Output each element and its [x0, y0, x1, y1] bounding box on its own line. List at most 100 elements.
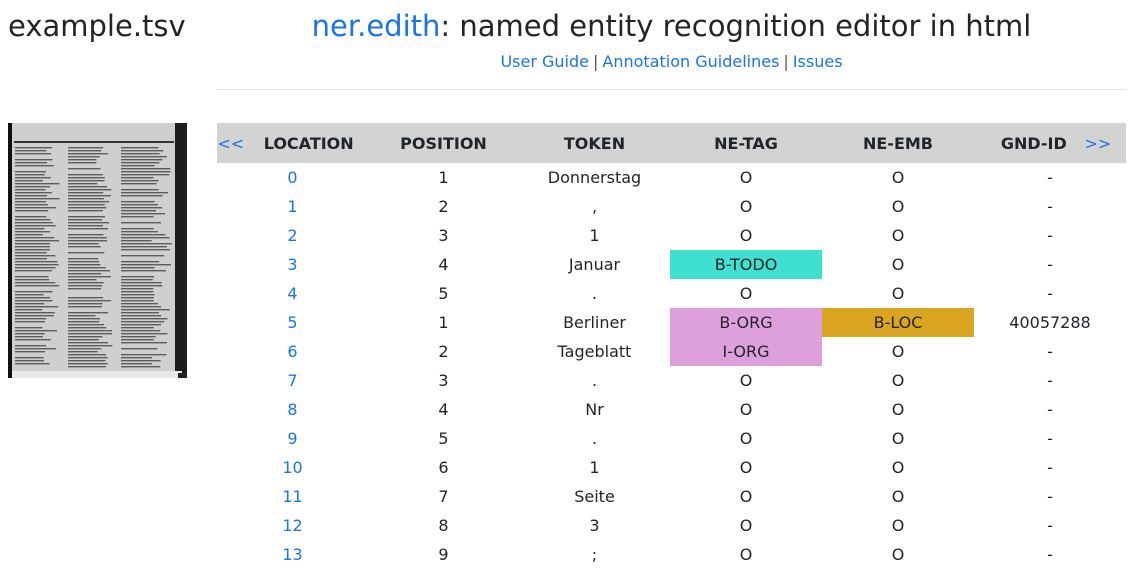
location-cell[interactable]: 6	[287, 342, 298, 361]
table-row: 3 4 Januar B-TODO O -	[217, 250, 1126, 279]
ne-tag-cell[interactable]: I-ORG	[670, 337, 822, 366]
position-cell: 2	[438, 342, 449, 361]
position-cell: 1	[438, 168, 449, 187]
issues-link[interactable]: Issues	[792, 52, 843, 71]
token-table-container: << LOCATION POSITION TOKEN NE-TAG NE-EMB…	[217, 123, 1126, 569]
ne-tag-cell[interactable]: O	[739, 429, 753, 448]
location-cell[interactable]: 1	[287, 197, 298, 216]
ne-emb-cell[interactable]: O	[891, 226, 905, 245]
column-header-gnd-id: GND-ID >>	[974, 123, 1126, 163]
column-header-ne-tag: NE-TAG	[714, 133, 778, 153]
location-cell[interactable]: 11	[282, 487, 303, 506]
gnd-id-cell[interactable]: -	[1047, 516, 1053, 535]
ne-tag-cell[interactable]: O	[739, 197, 753, 216]
table-row: 8 4 Nr O O -	[217, 395, 1126, 424]
location-cell[interactable]: 8	[287, 400, 298, 419]
token-cell[interactable]: Nr	[585, 400, 604, 419]
token-cell[interactable]: 1	[589, 226, 600, 245]
ne-emb-cell[interactable]: O	[891, 168, 905, 187]
position-cell: 9	[438, 545, 449, 564]
ne-tag-cell[interactable]: O	[739, 458, 753, 477]
previous-page-button[interactable]: <<	[217, 133, 245, 153]
next-page-button[interactable]: >>	[1084, 133, 1112, 153]
token-cell[interactable]: .	[591, 284, 598, 303]
position-cell: 4	[438, 400, 449, 419]
ne-tag-cell[interactable]: B-TODO	[670, 250, 822, 279]
link-separator: |	[593, 52, 599, 71]
gnd-id-cell[interactable]: -	[1047, 400, 1053, 419]
ne-emb-cell[interactable]: O	[891, 400, 905, 419]
nav-links: User Guide | Annotation Guidelines | Issues	[217, 50, 1126, 74]
ne-emb-cell[interactable]: O	[891, 342, 905, 361]
gnd-id-cell[interactable]: -	[1047, 284, 1053, 303]
ne-emb-cell[interactable]: O	[891, 429, 905, 448]
location-cell[interactable]: 3	[287, 255, 298, 274]
gnd-id-cell[interactable]: -	[1047, 458, 1053, 477]
app-title: ner.edith: named entity recognition edit…	[217, 6, 1126, 46]
location-cell[interactable]: 13	[282, 545, 303, 564]
location-cell[interactable]: 5	[287, 313, 298, 332]
page-scan-thumbnail[interactable]	[8, 123, 187, 378]
ne-tag-cell[interactable]: O	[739, 516, 753, 535]
ne-emb-cell[interactable]: O	[891, 458, 905, 477]
position-cell: 7	[438, 487, 449, 506]
app-title-rest: : named entity recognition editor in htm…	[440, 9, 1032, 43]
newspaper-page-image	[8, 123, 187, 378]
token-cell[interactable]: ;	[591, 545, 598, 564]
link-separator: |	[783, 52, 789, 71]
token-cell[interactable]: 3	[589, 516, 600, 535]
column-label-gnd-id: GND-ID	[1000, 133, 1067, 153]
ne-emb-cell[interactable]: O	[891, 545, 905, 564]
ne-tag-cell[interactable]: O	[739, 371, 753, 390]
table-row: 2 3 1 O O -	[217, 221, 1126, 250]
location-cell[interactable]: 12	[282, 516, 303, 535]
app-title-brand: ner.edith	[311, 9, 441, 43]
location-cell[interactable]: 0	[287, 168, 298, 187]
gnd-id-cell[interactable]: -	[1047, 197, 1053, 216]
ne-emb-cell[interactable]: O	[891, 371, 905, 390]
position-cell: 2	[438, 197, 449, 216]
ne-tag-cell[interactable]: O	[739, 284, 753, 303]
token-cell[interactable]: .	[591, 371, 598, 390]
gnd-id-cell[interactable]: -	[1047, 168, 1053, 187]
token-cell[interactable]: .	[591, 429, 598, 448]
ne-tag-cell[interactable]: B-ORG	[670, 308, 822, 337]
token-cell[interactable]: Januar	[568, 255, 621, 274]
table-row: 10 6 1 O O -	[217, 453, 1126, 482]
ne-tag-cell[interactable]: O	[739, 487, 753, 506]
token-cell[interactable]: Tageblatt	[557, 342, 632, 361]
location-cell[interactable]: 4	[287, 284, 298, 303]
ne-tag-cell[interactable]: O	[739, 545, 753, 564]
token-cell[interactable]: 1	[589, 458, 600, 477]
ne-emb-cell[interactable]: O	[891, 197, 905, 216]
gnd-id-cell[interactable]: -	[1047, 226, 1053, 245]
gnd-id-cell[interactable]: -	[1047, 255, 1053, 274]
position-cell: 3	[438, 226, 449, 245]
gnd-id-cell[interactable]: -	[1047, 545, 1053, 564]
gnd-id-cell[interactable]: -	[1047, 487, 1053, 506]
gnd-id-cell[interactable]: -	[1047, 371, 1053, 390]
user-guide-link[interactable]: User Guide	[500, 52, 589, 71]
ne-emb-cell[interactable]: O	[891, 255, 905, 274]
gnd-id-cell[interactable]: -	[1047, 342, 1053, 361]
gnd-id-cell[interactable]: 40057288	[1009, 313, 1091, 332]
ne-emb-cell[interactable]: O	[891, 284, 905, 303]
token-cell[interactable]: ,	[591, 197, 598, 216]
location-cell[interactable]: 9	[287, 429, 298, 448]
gnd-id-cell[interactable]: -	[1047, 429, 1053, 448]
token-cell[interactable]: Seite	[574, 487, 615, 506]
location-cell[interactable]: 10	[282, 458, 303, 477]
position-cell: 6	[438, 458, 449, 477]
ne-tag-cell[interactable]: O	[739, 226, 753, 245]
token-cell[interactable]: Donnerstag	[547, 168, 642, 187]
ne-tag-cell[interactable]: O	[739, 400, 753, 419]
ne-emb-cell[interactable]: O	[891, 487, 905, 506]
token-table: << LOCATION POSITION TOKEN NE-TAG NE-EMB…	[217, 123, 1126, 569]
location-cell[interactable]: 2	[287, 226, 298, 245]
annotation-guidelines-link[interactable]: Annotation Guidelines	[602, 52, 780, 71]
ne-emb-cell[interactable]: B-LOC	[822, 308, 974, 337]
token-cell[interactable]: Berliner	[563, 313, 626, 332]
ne-tag-cell[interactable]: O	[739, 168, 753, 187]
location-cell[interactable]: 7	[287, 371, 298, 390]
ne-emb-cell[interactable]: O	[891, 516, 905, 535]
